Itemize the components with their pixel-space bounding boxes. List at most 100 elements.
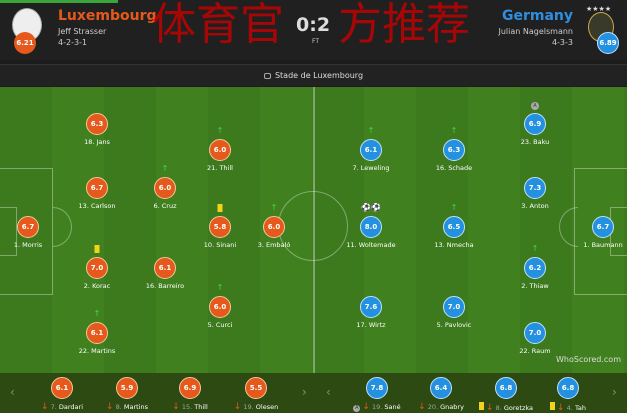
substituted-arrow-icon: ↑	[216, 283, 224, 292]
substitute-gnabry[interactable]: 6.4 ↓ 20. Gnabry	[401, 377, 481, 412]
match-status: FT	[312, 38, 320, 45]
rating-badge: 6.3	[86, 113, 108, 135]
player-raum[interactable]: 7.0 22. Raum	[495, 322, 575, 355]
rating-badge: 6.0	[263, 216, 285, 238]
substituted-arrow-icon: ↑	[161, 164, 169, 173]
player-nmecha[interactable]: ↑ 6.5 13. Nmecha	[414, 204, 494, 250]
away-team-rating: 6.89	[597, 32, 619, 54]
player-pavlovic[interactable]: 7.0 5. Pavlovic	[414, 296, 494, 329]
player-name: 5. Pavlovic	[436, 321, 472, 329]
match-header: 6.21 Luxembourg Jeff Strasser 4-2-3-1 0:…	[0, 0, 627, 60]
yellow-card-icon	[217, 204, 223, 212]
player-name: 1. Morris	[13, 241, 43, 249]
substituted-in-arrow-icon: ↓	[233, 402, 242, 412]
player-name: 16. Schade	[435, 164, 473, 172]
assist-icon: A	[531, 102, 539, 110]
rating-badge: 6.4	[430, 377, 452, 399]
player-name: 13. Carlson	[78, 202, 116, 210]
player-name: 21. Thill	[207, 164, 233, 172]
rating-badge: 7.8	[366, 377, 388, 399]
substitutes-bar: ‹ › ‹ › 6.1 ↓ 7. Dardari 5.9 ↓ 8. Martins 6.…	[0, 373, 627, 413]
player-name: 17. Wirtz	[356, 321, 386, 329]
yellow-card-icon	[550, 402, 556, 410]
player-woltemade[interactable]: ⚽⚽ 8.0 11. Woltemade	[331, 204, 411, 250]
player-sinani[interactable]: 5.8 10. Sinani	[180, 204, 260, 249]
player-name: 2. Thiaw	[521, 282, 549, 290]
chevron-left-icon[interactable]: ‹	[326, 385, 331, 399]
rating-badge: 6.0	[154, 177, 176, 199]
substituted-arrow-icon: ↑	[450, 203, 458, 212]
player-carlson[interactable]: 6.7 13. Carlson	[57, 177, 137, 210]
player-name: 1. Baumann	[583, 241, 623, 249]
player-wirtz[interactable]: 7.6 17. Wirtz	[331, 296, 411, 329]
rating-badge: 5.8	[209, 216, 231, 238]
player-name: 23. Baku	[520, 138, 550, 146]
player-baku[interactable]: A 6.9 23. Baku	[495, 102, 575, 146]
substituted-in-arrow-icon: ↓	[485, 403, 494, 413]
substitute-goretzka[interactable]: 6.8 ↓ 8. Goretzka	[466, 377, 546, 413]
substituted-in-arrow-icon: ↓	[362, 402, 370, 412]
stars-icon: ★★★★	[586, 5, 612, 13]
chevron-left-icon[interactable]: ‹	[10, 385, 15, 399]
substituted-arrow-icon: ↑	[93, 309, 101, 318]
player-name: ↓ 8. Martins	[105, 402, 149, 412]
player-name: A ↓ 19. Sané	[353, 402, 401, 412]
progress-bar	[0, 0, 118, 3]
player-name: ↓ 8. Goretzka	[466, 402, 546, 413]
player-name: 2. Korac	[83, 282, 111, 290]
player-name: 3. Embaló	[257, 241, 291, 249]
player-name: ↓ 7. Dardari	[40, 402, 84, 412]
chevron-right-icon[interactable]: ›	[302, 385, 307, 399]
player-name: 6. Cruz	[153, 202, 177, 210]
player-martins[interactable]: ↑ 6.1 22. Martins	[57, 310, 137, 356]
chevron-right-icon[interactable]: ›	[612, 385, 617, 399]
player-name: 5. Curci	[207, 321, 233, 329]
venue-bar: Stade de Luxembourg	[0, 64, 627, 86]
player-anton[interactable]: 7.3 3. Anton	[495, 177, 575, 210]
rating-badge: 6.5	[443, 216, 465, 238]
player-thill[interactable]: ↑ 6.0 21. Thill	[180, 127, 260, 173]
rating-badge: 7.3	[524, 177, 546, 199]
away-team-name[interactable]: Germany	[501, 8, 573, 24]
substitute-thill[interactable]: 6.9 ↓ 15. Thill	[150, 377, 230, 412]
player-name: 22. Raum	[519, 347, 551, 355]
rating-badge: 6.3	[443, 139, 465, 161]
player-korac[interactable]: 7.0 2. Korac	[57, 245, 137, 290]
home-manager: Jeff Strasser	[58, 27, 107, 36]
player-name: ↓ 19. Olesen	[233, 402, 279, 412]
rating-badge: 6.9	[524, 113, 546, 135]
player-schade[interactable]: ↑ 6.3 16. Schade	[414, 127, 494, 173]
rating-badge: 6.7	[17, 216, 39, 238]
player-jans[interactable]: 6.3 18. Jans	[57, 113, 137, 146]
substitute-martins[interactable]: 5.9 ↓ 8. Martins	[87, 377, 167, 412]
substituted-arrow-icon: ↑	[367, 126, 375, 135]
substituted-in-arrow-icon: ↓	[40, 402, 49, 412]
player-curci[interactable]: ↑ 6.0 5. Curci	[180, 284, 260, 330]
rating-badge: 6.1	[360, 139, 382, 161]
substituted-in-arrow-icon: ↓	[172, 402, 180, 412]
player-name: 13. Nmecha	[434, 241, 474, 249]
home-team-name[interactable]: Luxembourg	[58, 8, 157, 24]
rating-badge: 6.1	[51, 377, 73, 399]
player-embal[interactable]: ↑ 6.0 3. Embaló	[234, 204, 314, 250]
substitute-dardari[interactable]: 6.1 ↓ 7. Dardari	[22, 377, 102, 412]
rating-badge: 7.6	[360, 296, 382, 318]
player-morris[interactable]: 6.7 1. Morris	[0, 216, 68, 249]
player-leweling[interactable]: ↑ 6.1 7. Leweling	[331, 127, 411, 173]
substituted-arrow-icon: ↑	[270, 203, 278, 212]
player-name: 11. Woltemade	[346, 241, 396, 249]
player-name: 18. Jans	[84, 138, 110, 146]
rating-badge: 7.0	[524, 322, 546, 344]
substitute-san[interactable]: 7.8 A ↓ 19. Sané	[337, 377, 417, 412]
substitute-olesen[interactable]: 5.5 ↓ 19. Olesen	[216, 377, 296, 412]
substitute-tah[interactable]: 6.8 ↓ 4. Tah	[528, 377, 608, 413]
score: 0:2	[296, 14, 331, 36]
player-thiaw[interactable]: ↑ 6.2 2. Thiaw	[495, 245, 575, 291]
player-name: 3. Anton	[521, 202, 549, 210]
player-cruz[interactable]: ↑ 6.0 6. Cruz	[125, 165, 205, 211]
substituted-in-arrow-icon: ↓	[105, 402, 114, 412]
player-name: 16. Barreiro	[145, 282, 185, 290]
player-barreiro[interactable]: 6.1 16. Barreiro	[125, 257, 205, 290]
substituted-arrow-icon: ↑	[216, 126, 224, 135]
player-baumann[interactable]: 6.7 1. Baumann	[563, 216, 627, 249]
